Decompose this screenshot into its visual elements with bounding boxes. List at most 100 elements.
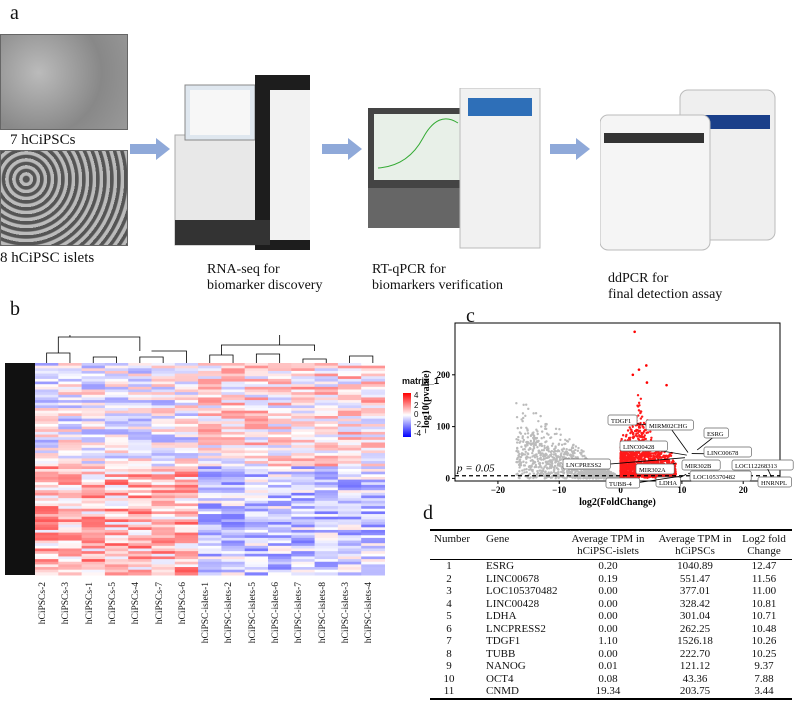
heatmap-cell: [81, 524, 106, 528]
heatmap-cell: [268, 516, 292, 520]
heatmap-cell: [268, 564, 292, 568]
heatmap-cell: [174, 514, 199, 518]
col-header-number: Number: [430, 531, 482, 560]
volcano-point-sig: [626, 429, 630, 432]
heatmap-cell: [104, 500, 129, 504]
heatmap-cell: [81, 458, 106, 462]
annotation-box: [562, 458, 611, 470]
heatmap-cell: [58, 455, 83, 459]
heatmap-cell: [268, 365, 292, 369]
heatmap-cell: [291, 556, 316, 560]
volcano-point-sig: [657, 451, 660, 454]
gene-annotation-label: MIR302A: [639, 467, 666, 474]
volcano-point-ns: [534, 453, 538, 456]
heatmap-cell: [337, 537, 362, 542]
heatmap-cell: [291, 442, 316, 446]
volcano-point-ns: [544, 464, 547, 467]
heatmap-cell: [291, 397, 316, 401]
volcano-point-ns: [536, 470, 539, 473]
heatmap-cell: [151, 529, 176, 534]
volcano-point-ns: [570, 450, 574, 453]
heatmap-cell: [291, 561, 316, 565]
heatmap-cell: [268, 537, 292, 542]
heatmap-cell: [221, 368, 246, 372]
heatmap-cell: [221, 402, 246, 406]
heatmap-cell: [291, 431, 316, 436]
volcano-point-ns: [529, 439, 532, 443]
heatmap-cell: [268, 458, 292, 462]
heatmap-cell: [314, 442, 339, 446]
heatmap-cell: [104, 561, 129, 565]
heatmap-cell: [314, 400, 339, 404]
volcano-point-ns: [596, 473, 600, 476]
volcano-point-ns: [526, 442, 529, 445]
heatmap-cell: [81, 450, 106, 454]
volcano-point-sig: [639, 435, 642, 438]
heatmap-cell: [291, 434, 316, 438]
heatmap-cell: [128, 389, 152, 393]
annotation-box: [681, 459, 721, 471]
heatmap-cell: [337, 439, 362, 443]
heatmap-cell: [314, 384, 339, 388]
heatmap-cell: [151, 437, 176, 441]
heatmap-cell: [221, 553, 246, 557]
volcano-point-ns: [563, 476, 566, 480]
heatmap-cell: [198, 394, 222, 398]
heatmap-cell: [268, 474, 292, 478]
heatmap-cell: [174, 410, 199, 414]
heatmap-cell: [268, 429, 292, 433]
heatmap-cell: [35, 469, 59, 473]
volcano-point-sig: [649, 430, 652, 433]
heatmap-cell: [81, 370, 106, 375]
heatmap-cell: [58, 461, 83, 465]
volcano-point-sig: [647, 457, 651, 461]
heatmap-cell: [361, 516, 385, 520]
heatmap-cell: [58, 416, 83, 420]
heatmap-cell: [35, 495, 59, 499]
heatmap-cell: [128, 423, 152, 428]
heatmap-cell: [268, 561, 292, 565]
heatmap-cell: [361, 500, 385, 504]
arrow-icon: [322, 138, 362, 160]
heatmap-cell: [35, 543, 59, 547]
heatmap-cell: [81, 463, 106, 467]
x-tick-label: −10: [552, 485, 567, 495]
gene-annotation-label: TDGF1: [611, 418, 631, 425]
heatmap-cell: [128, 511, 152, 515]
volcano-point-ns: [523, 453, 527, 456]
heatmap-cell: [58, 363, 83, 367]
volcano-point-ns: [540, 430, 544, 433]
volcano-point-ns: [560, 458, 564, 461]
heatmap-cell: [221, 408, 246, 412]
heatmap-cell: [104, 519, 129, 523]
volcano-point-ns: [562, 447, 566, 451]
heatmap-cell: [198, 445, 222, 449]
volcano-point-ns: [606, 468, 610, 472]
heatmap-cell: [104, 516, 129, 520]
heatmap-cell: [314, 437, 339, 441]
volcano-point-ns: [555, 457, 558, 461]
heatmap-cell: [81, 559, 106, 563]
heatmap-cell: [314, 516, 339, 520]
heatmap-cell: [35, 466, 59, 470]
cell-tpm-islets: 0.00: [598, 597, 618, 610]
heatmap-cell: [268, 421, 292, 425]
heatmap-cell: [314, 405, 339, 409]
heatmap-cell: [314, 527, 339, 531]
heatmap-cell: [151, 453, 176, 457]
volcano-point-ns: [544, 440, 547, 444]
cell-log2fc: 10.25: [751, 647, 777, 660]
heatmap-cell: [174, 437, 199, 441]
heatmap-cell: [58, 559, 83, 563]
heatmap-cell: [174, 524, 199, 528]
heatmap-cell: [35, 482, 59, 486]
heatmap-cell: [128, 474, 152, 478]
heatmap-cell: [151, 484, 176, 489]
volcano-point-ns: [591, 470, 595, 474]
heatmap-cell: [244, 442, 269, 446]
heatmap-cell: [58, 447, 83, 451]
annotation-leader: [669, 426, 689, 453]
volcano-point-ns: [535, 436, 539, 440]
volcano-point-sig: [620, 466, 623, 469]
heatmap-cell: [337, 519, 362, 523]
